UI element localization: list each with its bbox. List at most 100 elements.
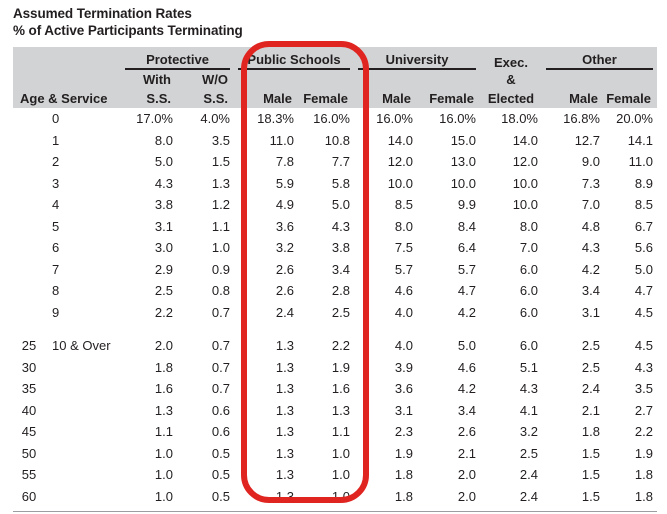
header-subrow-2: Age & Service S.S. S.S. Male Female Male… [13,89,657,108]
table-header: Protective Public Schools University Exe… [13,47,657,108]
rate-cell-univ-male: 8.5 [394,197,413,213]
age-cell: 40 [21,402,37,418]
rate-cell-ps-male: 1.3 [275,402,294,418]
rate-cell-protective-with-ss: 2.5 [154,283,173,299]
rate-cell-exec-elected: 18.0% [501,111,538,127]
rate-cell-univ-male: 3.9 [394,359,413,375]
table-row: 7 2.9 0.9 2.6 3.4 5.7 5.7 6.0 4.2 5.0 [13,259,657,281]
rate-cell-other-male: 4.2 [581,261,600,277]
rate-cell-univ-male: 1.8 [394,488,413,504]
table-row: 9 2.2 0.7 2.4 2.5 4.0 4.2 6.0 3.1 4.5 [13,302,657,324]
rate-cell-ps-female: 3.8 [331,240,350,256]
rate-cell-exec-elected: 4.1 [519,402,538,418]
rate-cell-univ-female: 4.6 [457,359,476,375]
rate-cell-other-male: 2.5 [581,338,600,354]
table-body: 0 17.0% 4.0% 18.3% 16.0% 16.0% 16.0% 18.… [13,108,657,507]
rate-cell-protective-wo-ss: 0.8 [211,283,230,299]
rate-cell-ps-male: 1.3 [275,381,294,397]
column-group-public-schools: Public Schools [238,52,350,70]
rate-cell-other-female: 6.7 [634,218,653,234]
rate-cell-exec-elected: 10.0 [512,197,538,213]
rate-cell-protective-with-ss: 1.6 [154,381,173,397]
column-head-protective-wo-ss: S.S. [203,91,228,106]
rate-cell-other-male: 1.5 [581,467,600,483]
service-cell: 9 [52,304,60,320]
rate-cell-ps-female: 1.0 [331,467,350,483]
rate-cell-other-male: 9.0 [581,154,600,170]
rate-cell-protective-with-ss: 1.0 [154,445,173,461]
table-row: 30 1.8 0.7 1.3 1.9 3.9 4.6 5.1 2.5 4.3 [13,357,657,379]
rate-cell-exec-elected: 3.2 [519,424,538,440]
header-subrow-1: With W/O & [13,70,657,89]
table-row: 2 5.0 1.5 7.8 7.7 12.0 13.0 12.0 9.0 11.… [13,151,657,173]
service-cell: 8 [52,283,60,299]
rate-cell-ps-female: 2.2 [331,338,350,354]
service-cell: 10 & Over [52,338,111,354]
table-row: 25 10 & Over 2.0 0.7 1.3 2.2 4.0 5.0 6.0… [13,335,657,357]
rate-cell-protective-wo-ss: 1.1 [211,218,230,234]
rate-cell-exec-elected: 8.0 [519,218,538,234]
table-row: 0 17.0% 4.0% 18.3% 16.0% 16.0% 16.0% 18.… [13,108,657,130]
rate-cell-protective-with-ss: 1.0 [154,467,173,483]
rate-cell-ps-female: 10.8 [324,132,350,148]
column-group-other: Other [546,52,653,70]
age-cell: 30 [21,359,37,375]
rate-cell-ps-female: 1.9 [331,359,350,375]
rate-cell-exec-elected: 6.0 [519,283,538,299]
rate-cell-univ-female: 3.4 [457,402,476,418]
column-head-ps-female: Female [303,91,348,106]
column-group-university: University [358,52,476,70]
rate-cell-ps-female: 4.3 [331,218,350,234]
rate-cell-other-female: 3.5 [634,381,653,397]
rate-cell-protective-with-ss: 5.0 [154,154,173,170]
rate-cell-ps-female: 2.5 [331,304,350,320]
rate-cell-other-male: 16.8% [563,111,600,127]
table-row: 4 3.8 1.2 4.9 5.0 8.5 9.9 10.0 7.0 8.5 [13,194,657,216]
rate-cell-protective-wo-ss: 0.5 [211,467,230,483]
age-cell: 45 [21,424,37,440]
rate-cell-protective-wo-ss: 0.7 [211,359,230,375]
rate-cell-univ-female: 2.6 [457,424,476,440]
rate-cell-ps-female: 16.0% [313,111,350,127]
rate-cell-ps-male: 18.3% [257,111,294,127]
service-cell: 0 [52,111,60,127]
rate-cell-protective-wo-ss: 1.3 [211,175,230,191]
rate-cell-ps-male: 1.3 [275,445,294,461]
rate-cell-univ-male: 5.7 [394,261,413,277]
table-row: 8 2.5 0.8 2.6 2.8 4.6 4.7 6.0 3.4 4.7 [13,280,657,302]
rate-cell-other-female: 20.0% [616,111,653,127]
rate-cell-other-female: 4.3 [634,359,653,375]
rate-cell-ps-female: 1.6 [331,381,350,397]
table-row: 55 1.0 0.5 1.3 1.0 1.8 2.0 2.4 1.5 1.8 [13,464,657,486]
rate-cell-protective-with-ss: 2.0 [154,338,173,354]
rate-cell-univ-female: 10.0 [450,175,476,191]
service-cell: 1 [52,132,60,148]
rate-cell-univ-male: 3.1 [394,402,413,418]
rate-cell-ps-male: 2.4 [275,304,294,320]
rate-cell-protective-with-ss: 3.0 [154,240,173,256]
table-row: 40 1.3 0.6 1.3 1.3 3.1 3.4 4.1 2.1 2.7 [13,400,657,422]
rate-cell-other-male: 2.5 [581,359,600,375]
rate-cell-other-female: 4.7 [634,283,653,299]
rate-cell-exec-elected: 2.5 [519,445,538,461]
service-cell: 2 [52,154,60,170]
rate-cell-univ-female: 2.1 [457,445,476,461]
rate-cell-ps-male: 1.3 [275,467,294,483]
rate-cell-exec-elected: 2.4 [519,467,538,483]
rate-cell-exec-elected: 6.0 [519,304,538,320]
rate-cell-univ-female: 9.9 [457,197,476,213]
rate-cell-protective-with-ss: 3.8 [154,197,173,213]
rate-cell-ps-female: 1.1 [331,424,350,440]
rate-cell-univ-female: 16.0% [439,111,476,127]
rate-cell-univ-female: 2.0 [457,488,476,504]
rate-cell-ps-female: 2.8 [331,283,350,299]
age-cell: 35 [21,381,37,397]
service-cell: 5 [52,218,60,234]
table-row: 6 3.0 1.0 3.2 3.8 7.5 6.4 7.0 4.3 5.6 [13,237,657,259]
column-head-univ-male: Male [382,91,411,106]
age-cell: 60 [21,488,37,504]
rate-cell-univ-male: 1.9 [394,445,413,461]
rate-cell-univ-female: 2.0 [457,467,476,483]
rate-cell-exec-elected: 14.0 [512,132,538,148]
rate-cell-univ-male: 3.6 [394,381,413,397]
